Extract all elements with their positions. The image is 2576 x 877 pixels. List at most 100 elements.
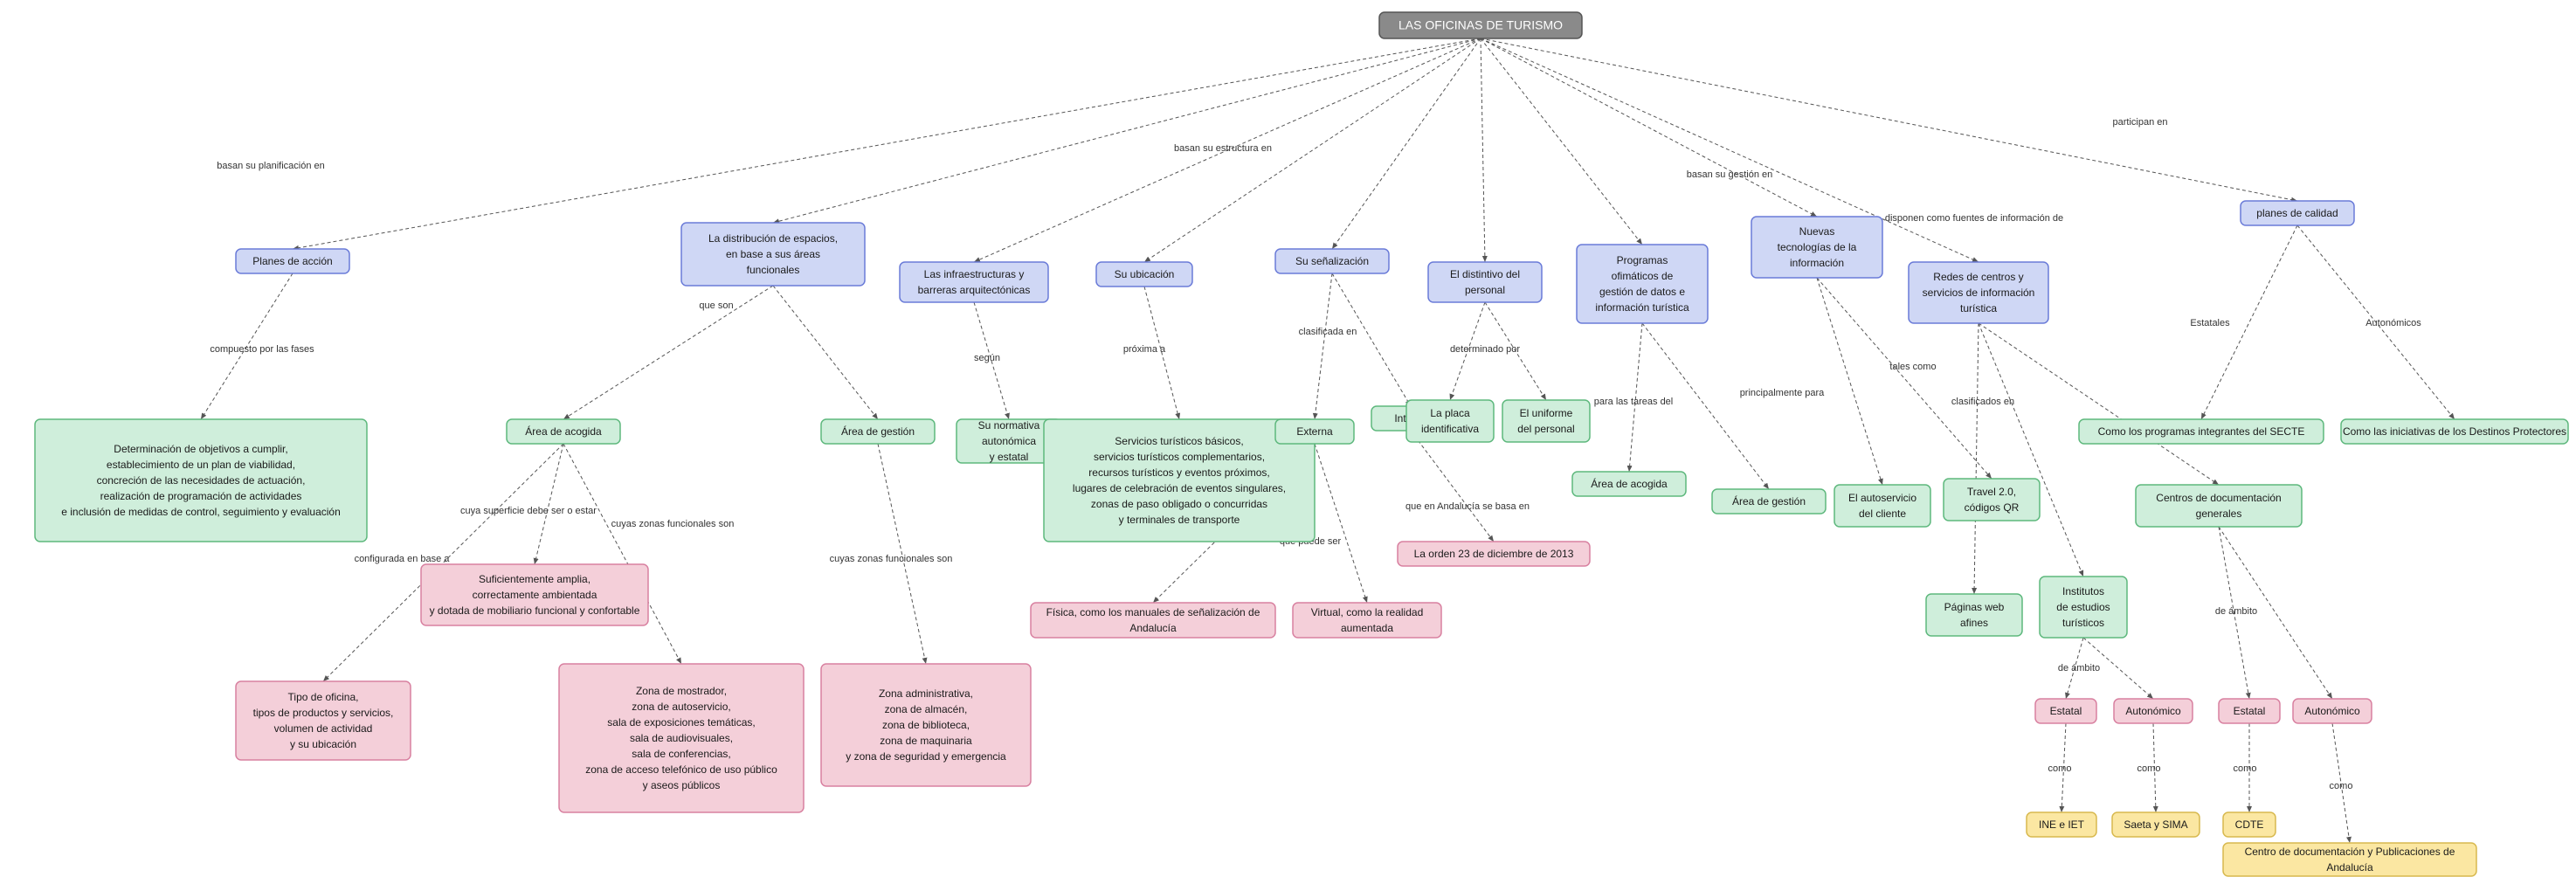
node-fases_desc: Determinación de objetivos a cumplir,est… bbox=[35, 419, 367, 542]
edge-label: determinado por bbox=[1450, 344, 1520, 355]
node-text: Área de acogida bbox=[1591, 477, 1668, 490]
node-text: aumentada bbox=[1341, 622, 1393, 634]
edge-label: clasificada en bbox=[1299, 327, 1357, 337]
node-text: recursos turísticos y eventos próximos, bbox=[1088, 466, 1269, 479]
node-text: Autonómico bbox=[2304, 705, 2360, 717]
edge-label: cuya superficie debe ser o estar bbox=[460, 506, 597, 516]
node-text: Su normativa bbox=[978, 419, 1040, 432]
node-text: zona de maquinaria bbox=[880, 735, 972, 747]
node-dist_espacios: La distribución de espacios, en base a su… bbox=[681, 223, 865, 286]
edge-label: que en Andalucía se basa en bbox=[1405, 501, 1530, 512]
edge-root-nuevas_tec bbox=[1481, 38, 1817, 217]
node-programas: Programasofimáticos degestión de datos e… bbox=[1577, 245, 1708, 323]
node-root: LAS OFICINAS DE TURISMO bbox=[1379, 12, 1582, 38]
node-distintivo: El distintivo delpersonal bbox=[1428, 262, 1542, 302]
node-text: autonómica bbox=[982, 435, 1036, 447]
node-text: zona de biblioteca, bbox=[882, 719, 970, 731]
node-text: zona de autoservicio, bbox=[632, 701, 730, 713]
node-text: Las infraestructuras y bbox=[924, 268, 1025, 280]
edge-redes-centros_doc bbox=[1979, 323, 2219, 485]
node-text: Nuevas bbox=[1799, 225, 1835, 238]
edge-label: como bbox=[2137, 763, 2161, 774]
edge-label: de ámbito bbox=[2215, 606, 2257, 617]
node-text: del cliente bbox=[1859, 508, 1906, 520]
node-virtual: Virtual, como la realidadaumentada bbox=[1293, 603, 1441, 638]
node-text: de estudios bbox=[2056, 601, 2110, 613]
node-text: Externa bbox=[1296, 425, 1333, 438]
node-ine: INE e IET bbox=[2027, 812, 2096, 837]
node-externa: Externa bbox=[1275, 419, 1354, 444]
edge-label: para las tareas del bbox=[1594, 397, 1674, 407]
edge-area_acogida-zona_mostrador bbox=[563, 444, 681, 664]
edge-label: compuesto por las fases bbox=[210, 344, 314, 355]
node-text: La distribución de espacios, bbox=[708, 232, 838, 245]
node-text: correctamente ambientada bbox=[473, 589, 597, 601]
node-text: establecimiento de un plan de viabilidad… bbox=[107, 459, 295, 471]
node-text: planes de calidad bbox=[2256, 207, 2338, 219]
node-suf_amplia: Suficientemente amplia,correctamente amb… bbox=[421, 564, 648, 625]
node-text: Física, como los manuales de señalizació… bbox=[1046, 606, 1260, 618]
node-text: Centro de documentación y Publicaciones … bbox=[2245, 846, 2455, 858]
node-text: Como las iniciativas de los Destinos Pro… bbox=[2343, 425, 2566, 438]
node-saeta: Saeta y SIMA bbox=[2112, 812, 2200, 837]
edge-label: disponen como fuentes de información de bbox=[1885, 213, 2063, 224]
node-area_gestion: Área de gestión bbox=[821, 419, 935, 444]
node-text: Institutos bbox=[2062, 585, 2104, 597]
node-text: e inclusión de medidas de control, segui… bbox=[61, 506, 341, 518]
node-travel20: Travel 2.0,códigos QR bbox=[1944, 479, 2040, 521]
node-text: Área de acogida bbox=[525, 425, 602, 438]
node-text: Saeta y SIMA bbox=[2124, 818, 2187, 831]
node-text: funcionales bbox=[747, 264, 800, 276]
node-text: concreción de las necesidades de actuaci… bbox=[97, 474, 306, 487]
node-text: y estatal bbox=[990, 451, 1029, 463]
node-text: La orden 23 de diciembre de 2013 bbox=[1414, 548, 1574, 560]
node-planes_calidad: planes de calidad bbox=[2241, 201, 2354, 225]
node-zona_mostrador: Zona de mostrador,zona de autoservicio,s… bbox=[559, 664, 804, 812]
node-text: Su ubicación bbox=[1115, 268, 1175, 280]
edge-label: configurada en base a bbox=[355, 554, 451, 564]
node-text: Centros de documentación bbox=[2156, 492, 2281, 504]
node-area_acogida2: Área de acogida bbox=[1572, 472, 1686, 496]
node-text: Programas bbox=[1617, 254, 1668, 266]
edge-label: como bbox=[2234, 763, 2257, 774]
node-uniforme: El uniformedel personal bbox=[1502, 400, 1590, 442]
node-text: y dotada de mobiliario funcional y confo… bbox=[430, 604, 640, 617]
node-text: lugares de celebración de eventos singul… bbox=[1073, 482, 1286, 494]
node-text: en base a sus áreas bbox=[726, 248, 820, 260]
node-text: del personal bbox=[1517, 423, 1574, 435]
edge-root-infra bbox=[974, 38, 1481, 262]
edge-redes-paginas_web bbox=[1974, 323, 1979, 594]
node-text: tipos de productos y servicios, bbox=[253, 707, 394, 719]
node-text: Área de gestión bbox=[1732, 494, 1806, 508]
node-text: Autonómico bbox=[2125, 705, 2181, 717]
node-institutos: Institutos de estudios turísticos bbox=[2040, 577, 2127, 638]
node-autonomico2: Autonómico bbox=[2293, 699, 2372, 723]
node-ubicacion: Su ubicación bbox=[1096, 262, 1192, 287]
node-text: Travel 2.0, bbox=[1967, 486, 2016, 498]
node-infra: Las infraestructuras y barreras arquitect… bbox=[900, 262, 1048, 302]
edge-area_acogida-suf_amplia bbox=[535, 444, 563, 564]
node-text: personal bbox=[1465, 284, 1505, 296]
edge-dist_espacios-area_gestion bbox=[773, 286, 878, 419]
nodes-layer: LAS OFICINAS DE TURISMOPlanes de acciónD… bbox=[35, 12, 2568, 876]
node-senalizacion: Su señalización bbox=[1275, 249, 1389, 273]
edge-root-planes_accion bbox=[293, 38, 1481, 249]
node-text: barreras arquitectónicas bbox=[918, 284, 1031, 296]
edge-root-distintivo bbox=[1481, 38, 1485, 262]
node-text: información bbox=[1790, 257, 1844, 269]
edge-root-redes bbox=[1481, 38, 1979, 262]
node-text: Como los programas integrantes del SECTE bbox=[2098, 425, 2305, 438]
edge-label: próxima a bbox=[1123, 344, 1166, 355]
node-text: Servicios turísticos básicos, bbox=[1115, 435, 1243, 447]
node-text: El autoservicio bbox=[1848, 492, 1916, 504]
edge-label: según bbox=[974, 353, 1000, 363]
node-text: Zona de mostrador, bbox=[636, 685, 727, 697]
edge-dist_espacios-area_acogida bbox=[563, 286, 773, 419]
node-text: turísticos bbox=[2062, 617, 2104, 629]
node-centro_and: Centro de documentación y Publicaciones … bbox=[2223, 843, 2476, 876]
node-centros_doc: Centros de documentacióngenerales bbox=[2136, 485, 2302, 527]
node-estatal1: Estatal bbox=[2035, 699, 2096, 723]
node-text: Andalucía bbox=[1129, 622, 1177, 634]
edge-label: basan su planificación en bbox=[217, 161, 325, 171]
node-text: Estatal bbox=[2050, 705, 2082, 717]
